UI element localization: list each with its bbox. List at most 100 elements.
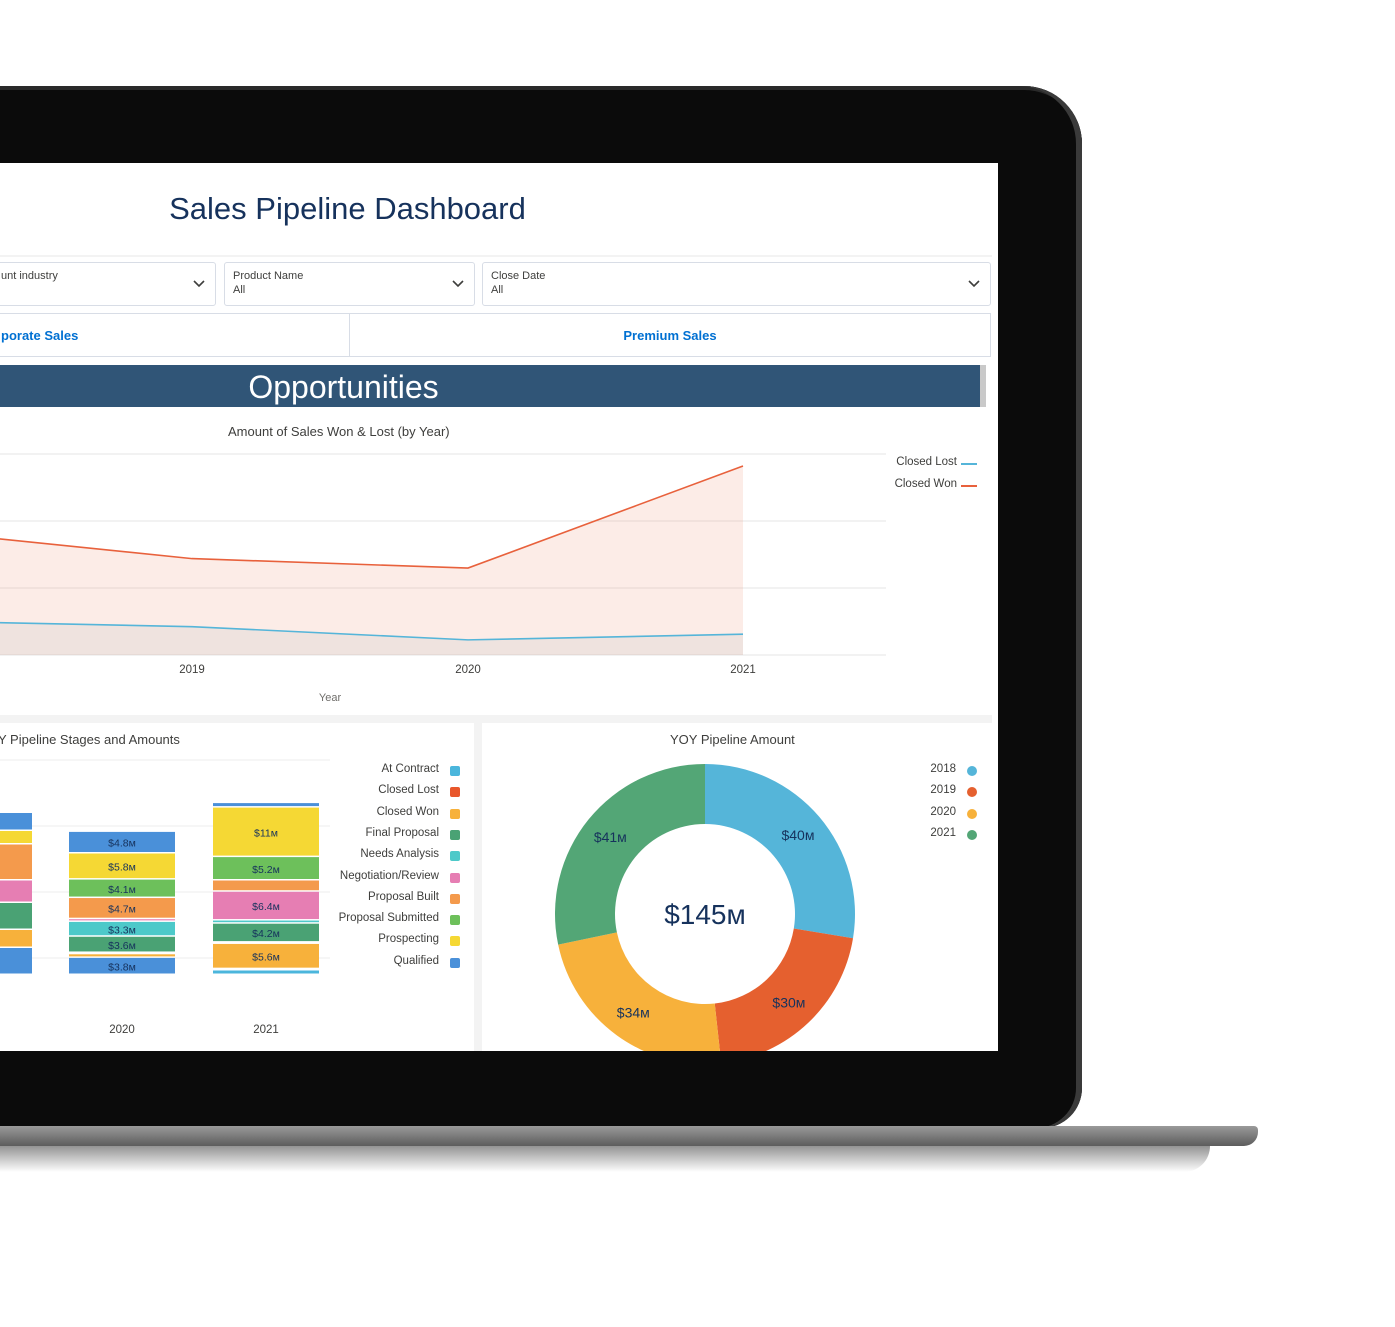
- legend-item: Closed Lost: [378, 784, 439, 797]
- bar-data-label: $4.1м: [108, 884, 136, 896]
- donut-slice-label: $34м: [617, 1005, 650, 1021]
- legend-swatch: [450, 936, 460, 947]
- donut-chart-title: YOY Pipeline Amount: [670, 732, 795, 747]
- bar-segment: [213, 923, 319, 942]
- closed-won-area: [0, 466, 743, 655]
- bar-data-label: $11м: [254, 827, 278, 839]
- bar-segment: [0, 948, 32, 974]
- bar-segment: [213, 891, 319, 920]
- x-tick-label: 2020: [455, 664, 481, 676]
- bar-segment: [213, 970, 319, 974]
- donut-slice: [558, 932, 720, 1051]
- bar-segment: [0, 844, 32, 879]
- bar-data-label: $5.2м: [252, 864, 280, 876]
- bar-segment: [0, 880, 32, 902]
- legend-dot: [967, 808, 977, 819]
- filter-account-industry[interactable]: unt industry: [0, 262, 216, 306]
- dashboard-title: Sales Pipeline Dashboard: [169, 191, 526, 226]
- divider: [0, 715, 992, 723]
- legend-swatch: [961, 463, 977, 465]
- bar-segment: [69, 879, 175, 897]
- legend-swatch: [450, 787, 460, 798]
- x-tick-label: 2020: [109, 1024, 135, 1036]
- legend-item: At Contract: [381, 763, 439, 775]
- legend-dot: [967, 766, 977, 776]
- legend-closed-won: Closed Won: [894, 478, 957, 490]
- donut-chart: $40м $30м $34м $41м $145м: [555, 764, 855, 1051]
- tab-label: porate Sales: [1, 327, 79, 343]
- legend-item: Proposal Built: [368, 890, 439, 903]
- divider: [474, 723, 482, 1051]
- bar-segment: [213, 920, 319, 923]
- filter-product-name[interactable]: Product Name All: [224, 262, 475, 306]
- legend-item: Negotiation/Review: [339, 869, 439, 882]
- filter-close-date[interactable]: Close Date All: [482, 262, 991, 306]
- bar-segment: [69, 898, 175, 918]
- line-chart-panel: Amount of Sales Won & Lost (by Year) 201…: [0, 411, 992, 713]
- legend-item: 2021: [930, 826, 956, 839]
- legend-swatch: [961, 485, 977, 487]
- legend-item: Qualified: [393, 954, 439, 967]
- chevron-down-icon: [452, 280, 464, 288]
- closed-lost-area: [0, 622, 743, 655]
- donut-slice-label: $40м: [781, 827, 814, 843]
- chevron-down-icon: [968, 280, 980, 288]
- bar-segment: [0, 903, 32, 929]
- bar-data-label: $4.2м: [252, 928, 280, 940]
- bar-segment: [69, 954, 175, 957]
- filter-label: Product Name: [233, 270, 304, 282]
- donut-chart-panel: YOY Pipeline Amount $40м $30м $34м $41м $14…: [482, 723, 992, 1051]
- bar-data-label: $4.8м: [108, 838, 136, 850]
- bar-segment: [213, 857, 319, 879]
- closed-won-series: [0, 465, 744, 569]
- bar-data-label: $5.6м: [252, 952, 280, 964]
- laptop-shadow: [0, 1146, 1210, 1172]
- bar-data-label: $4.7м: [108, 904, 136, 916]
- x-tick-label: 2021: [730, 664, 756, 676]
- tab-corporate-sales[interactable]: porate Sales: [0, 313, 351, 357]
- donut-slice: [705, 764, 855, 939]
- line-chart-title: Amount of Sales Won & Lost (by Year): [228, 424, 450, 439]
- laptop-base: [0, 1126, 1258, 1146]
- bar-data-label: $3.8м: [108, 961, 136, 973]
- x-tick-label: 2019: [179, 664, 205, 676]
- bar-data-label: $5.8м: [108, 862, 136, 874]
- chevron-down-icon: [193, 280, 205, 288]
- legend-item: Needs Analysis: [360, 848, 439, 861]
- divider: [0, 255, 992, 257]
- bar-segment: [213, 880, 319, 891]
- legend-item: Prospecting: [378, 933, 439, 946]
- bar-segment: [69, 853, 175, 879]
- closed-lost-series: [0, 621, 744, 641]
- bar-chart-title: Y Pipeline Stages and Amounts: [0, 732, 180, 747]
- bar-segment: [0, 930, 32, 947]
- legend-item: Final Proposal: [365, 826, 439, 839]
- scrollbar[interactable]: [980, 365, 986, 407]
- bar-data-label: $3.6м: [108, 940, 136, 952]
- legend-item: Closed Won: [376, 805, 439, 818]
- bar-segment: [213, 807, 319, 856]
- bar-segment: [69, 957, 175, 974]
- stacked-bar-chart: $3.8м $3.6м $3.3м $4.7м $4.1м $5.8м $4.8м $5.6м…: [0, 759, 330, 1036]
- legend-item: 2018: [930, 763, 956, 775]
- banner-title: Opportunities: [248, 369, 439, 405]
- bar-segment: [69, 831, 175, 852]
- legend-item: 2020: [930, 805, 956, 818]
- donut-total-label: $145м: [664, 899, 746, 930]
- line-chart: 2019 2020 2021 Year: [0, 453, 886, 704]
- bar-data-label: $3.3м: [108, 924, 136, 936]
- donut-slice-label: $30м: [772, 995, 805, 1011]
- filter-label: unt industry: [1, 270, 58, 282]
- x-axis-label: Year: [319, 692, 342, 704]
- donut-slice-label: $41м: [594, 829, 627, 845]
- x-tick-label: 2021: [253, 1024, 279, 1036]
- legend-swatch: [450, 808, 460, 819]
- bar-segment: [0, 813, 32, 830]
- bar-segment: [69, 919, 175, 921]
- legend-swatch: [450, 872, 460, 883]
- tab-premium-sales[interactable]: Premium Sales: [349, 313, 991, 357]
- legend-closed-lost: Closed Lost: [896, 456, 957, 468]
- bar-segment: [213, 943, 319, 968]
- opportunities-banner: Opportunities: [0, 365, 986, 407]
- legend-item: 2019: [930, 784, 956, 797]
